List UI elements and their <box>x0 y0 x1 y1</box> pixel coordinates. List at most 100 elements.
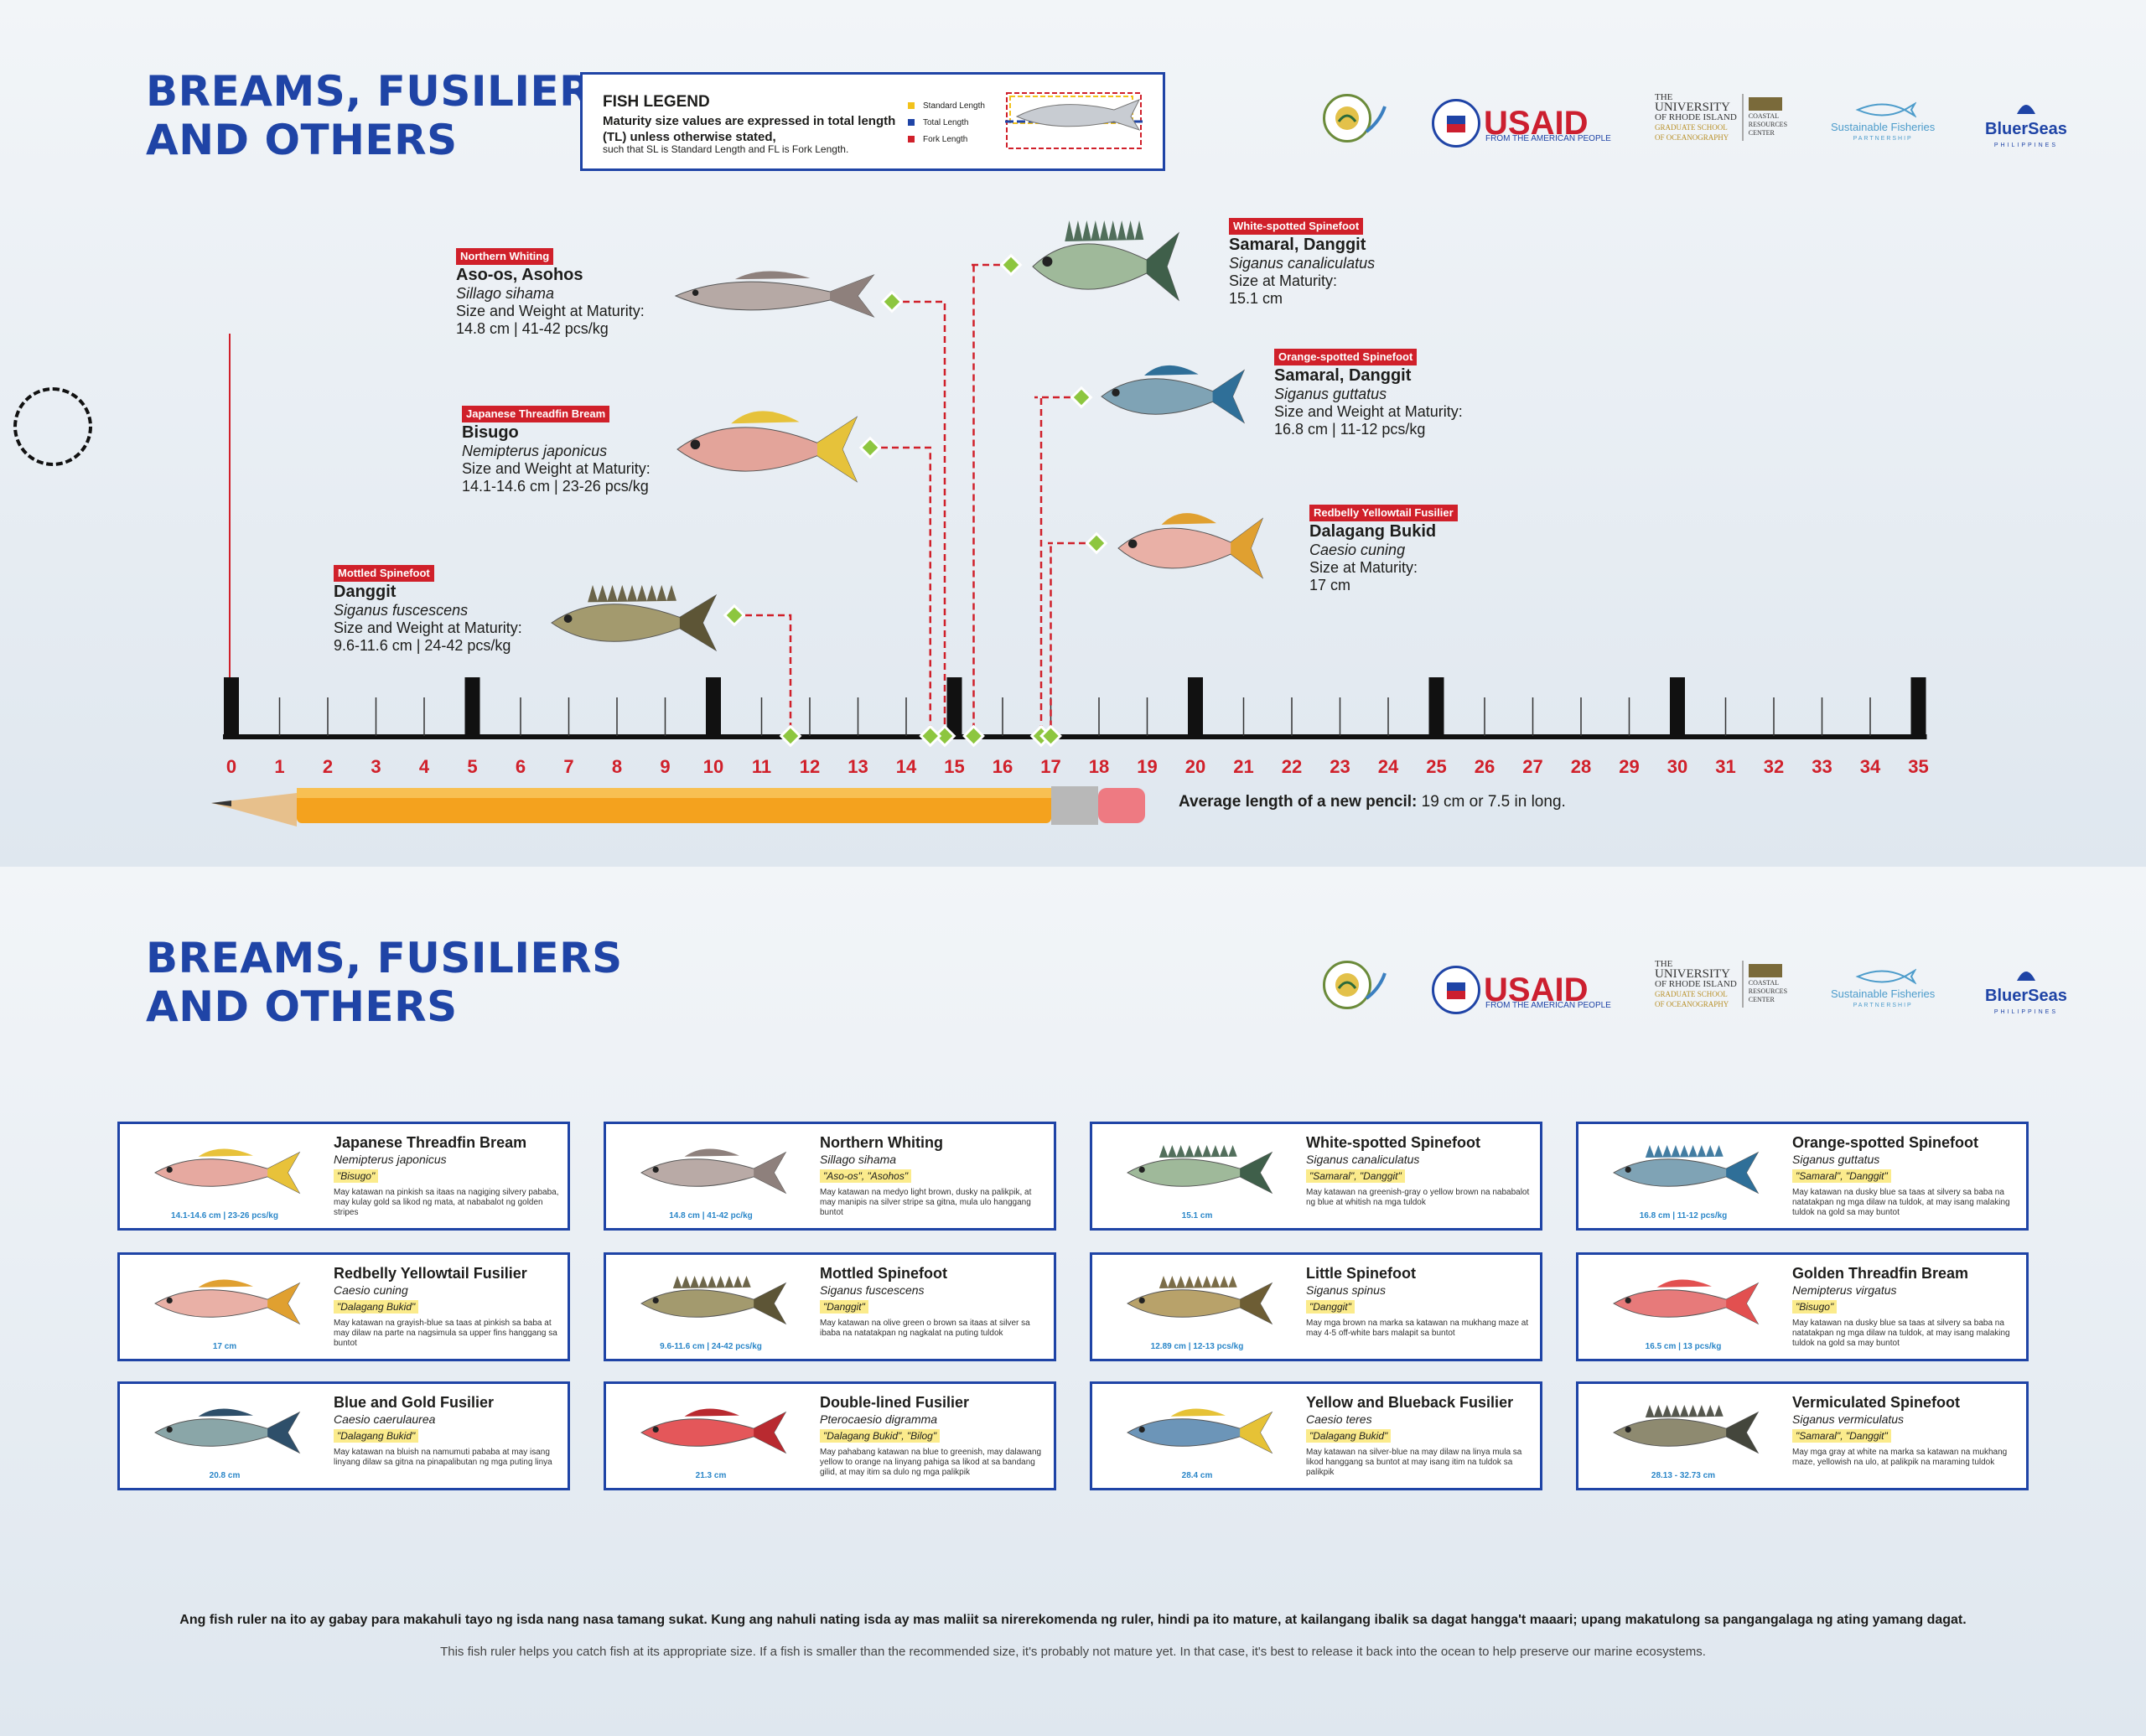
uri-logo: THE UNIVERSITY OF RHODE ISLAND GRADUATE … <box>1655 92 1788 142</box>
species-image <box>1613 1279 1760 1325</box>
species-size: 17 cm <box>212 1342 237 1351</box>
species-card: 15.1 cm White-spotted Spinefoot Siganus … <box>1090 1122 1542 1231</box>
species-scientific-name: Caesio teres <box>1306 1412 1372 1426</box>
maturity-marker <box>1070 386 1093 409</box>
species-size: 16.8 cm | 11-12 pcs/kg <box>1639 1211 1728 1220</box>
pencil-image <box>211 786 1145 827</box>
ruler-number: 11 <box>752 756 771 777</box>
maturity-leader-line <box>1034 396 1081 736</box>
species-local-name: "Samaral", "Danggit" <box>1792 1169 1891 1183</box>
sfp-logo: Sustainable Fisheries PARTNERSHIP <box>1831 967 1935 1012</box>
species-scientific-name: Siganus guttatus <box>1792 1153 1880 1166</box>
ruler-number: 19 <box>1137 756 1157 777</box>
species-scientific-name: Siganus canaliculatus <box>1306 1153 1420 1166</box>
ruler-number: 6 <box>516 756 526 777</box>
species-scientific-name: Sillago sihama <box>820 1153 897 1166</box>
ruler-number: 30 <box>1667 756 1687 777</box>
ruler-major-tick <box>224 677 239 736</box>
fish-legend: FISH LEGEND Maturity size values are exp… <box>580 72 1165 171</box>
ruler-major-tick <box>706 677 721 736</box>
ruler-major-tick <box>464 677 480 736</box>
catalog-title: BREAMS, FUSILIERS AND OTHERS <box>146 934 623 1031</box>
scientific-name: Nemipterus japonicus <box>462 443 608 459</box>
ruler-number: 32 <box>1764 756 1784 777</box>
common-name-tag: Mottled Spinefoot <box>334 565 434 582</box>
common-name-tag: Japanese Threadfin Bream <box>462 406 610 422</box>
ruler-major-tick <box>1188 677 1203 736</box>
fish-annotation: Redbelly Yellowtail Fusilier Dalagang Bu… <box>1309 503 1458 594</box>
size-label: Size at Maturity: <box>1309 559 1418 576</box>
maturity-marker <box>880 290 904 314</box>
species-image <box>154 1148 301 1194</box>
ruler-number: 16 <box>993 756 1013 777</box>
species-scientific-name: Nemipterus virgatus <box>1792 1283 1897 1297</box>
maturity-marker <box>858 436 882 459</box>
ruler-number: 23 <box>1330 756 1350 777</box>
size-value: 16.8 cm | 11-12 pcs/kg <box>1274 421 1426 438</box>
fish-annotation: Northern Whiting Aso-os, Asohos Sillago … <box>456 246 645 338</box>
species-image <box>1127 1145 1273 1194</box>
species-scientific-name: Siganus spinus <box>1306 1283 1386 1297</box>
scientific-name: Siganus guttatus <box>1274 386 1387 402</box>
species-name: Yellow and Blueback Fusilier <box>1306 1394 1514 1411</box>
legend-key-fork: Fork Length <box>908 135 967 144</box>
species-name: Vermiculated Spinefoot <box>1792 1394 1961 1411</box>
fish-image <box>674 271 875 318</box>
maturity-leader-line <box>870 446 931 736</box>
species-scientific-name: Pterocaesio digramma <box>820 1412 938 1426</box>
species-description: May katawan na silver-blue na may dilaw … <box>1306 1448 1522 1477</box>
ruler-number: 31 <box>1715 756 1735 777</box>
sfp-logo: Sustainable Fisheries PARTNERSHIP <box>1831 101 1935 145</box>
ruler-number: 34 <box>1860 756 1881 777</box>
species-card: 17 cm Redbelly Yellowtail Fusilier Caesi… <box>117 1252 570 1361</box>
species-local-name: "Bisugo" <box>1792 1300 1838 1314</box>
species-image <box>1613 1405 1760 1454</box>
size-value: 14.8 cm | 41-42 pcs/kg <box>456 320 609 337</box>
local-name: Samaral, Danggit <box>1229 236 1366 254</box>
species-description: May katawan na medyo light brown, dusky … <box>820 1188 1032 1217</box>
species-size: 12.89 cm | 12-13 pcs/kg <box>1150 1342 1244 1351</box>
title-line-1: BREAMS, FUSILIERS <box>146 67 623 116</box>
footer-english: This fish ruler helps you catch fish at … <box>440 1645 1706 1659</box>
species-description: May pahabang katawan na blue to greenish… <box>820 1448 1042 1477</box>
species-local-name: "Aso-os", "Asohos" <box>820 1169 912 1183</box>
species-local-name: "Samaral", "Danggit" <box>1792 1429 1891 1443</box>
species-size: 21.3 cm <box>695 1471 727 1480</box>
ruler-number: 18 <box>1089 756 1109 777</box>
bfar-logo <box>1323 94 1388 143</box>
bfar-logo <box>1323 961 1388 1009</box>
ruler-number: 0 <box>226 756 236 777</box>
ruler-number: 1 <box>274 756 284 777</box>
ruler-number: 14 <box>896 756 917 777</box>
common-name-tag: White-spotted Spinefoot <box>1229 218 1364 235</box>
scientific-name: Siganus fuscescens <box>334 602 469 619</box>
ruler-major-tick <box>1428 677 1444 736</box>
footer-tagalog: Ang fish ruler na ito ay gabay para maka… <box>179 1613 1967 1627</box>
maturity-leader-line <box>971 263 1011 736</box>
species-card: 14.1-14.6 cm | 23-26 pcs/kg Japanese Thr… <box>117 1122 570 1231</box>
species-image <box>640 1408 787 1454</box>
local-name: Samaral, Danggit <box>1274 366 1412 385</box>
ruler-panel: BREAMS, FUSILIERS AND OTHERS FISH LEGEND… <box>0 0 2146 867</box>
fish-annotation: White-spotted Spinefoot Samaral, Danggit… <box>1229 216 1375 308</box>
size-label: Size at Maturity: <box>1229 272 1338 289</box>
ruler-major-tick <box>946 677 962 736</box>
species-local-name: "Danggit" <box>1306 1300 1355 1314</box>
species-name: Mottled Spinefoot <box>820 1265 947 1282</box>
fish-image <box>1117 513 1264 579</box>
partner-logos-bottom: USAID FROM THE AMERICAN PEOPLE THE UNIVE… <box>1316 959 2087 1018</box>
species-name: Orange-spotted Spinefoot <box>1792 1134 1978 1151</box>
ruler-number: 2 <box>323 756 333 777</box>
species-size: 14.1-14.6 cm | 23-26 pcs/kg <box>171 1211 278 1220</box>
species-description: May katawan na bluish na namumuti pababa… <box>334 1448 552 1467</box>
local-name: Danggit <box>334 583 397 601</box>
species-size: 28.4 cm <box>1181 1471 1213 1480</box>
ruler-number: 5 <box>467 756 477 777</box>
species-name: Japanese Threadfin Bream <box>334 1134 527 1151</box>
uri-logo: THE UNIVERSITY OF RHODE ISLAND GRADUATE … <box>1655 959 1788 1008</box>
species-scientific-name: Caesio caerulaurea <box>334 1412 436 1426</box>
fish-ruler: 0 1 2 3 4 5 6 7 8 9 10 11 12 13 14 15 16 17 18 19 20 21 22 23 24… <box>211 220 1929 827</box>
catalog-panel: BREAMS, FUSILIERS AND OTHERS USAID FROM … <box>0 867 2146 1736</box>
species-local-name: "Dalagang Bukid", "Bilog" <box>820 1429 941 1443</box>
usaid-logo: USAID FROM THE AMERICAN PEOPLE <box>1432 96 1625 151</box>
